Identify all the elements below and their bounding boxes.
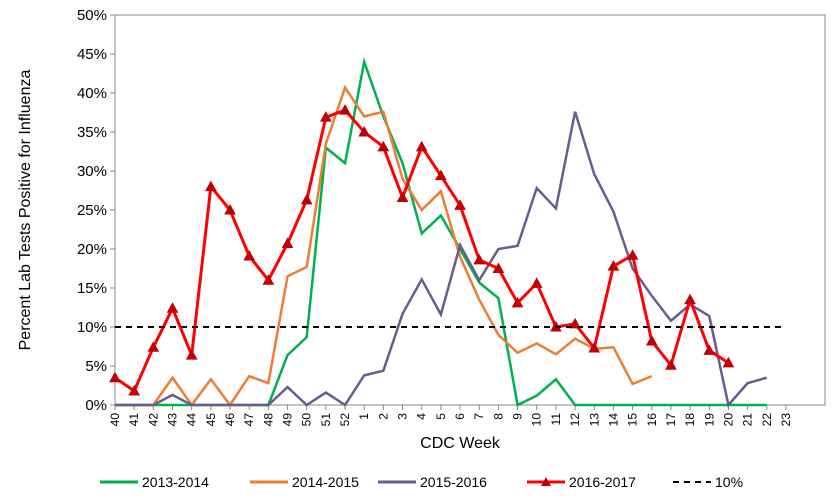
plot-frame (114, 14, 826, 406)
point-marker (300, 193, 313, 205)
y-tick-label: 35% (77, 124, 107, 141)
legend-item: 2014-2015 (250, 474, 359, 490)
x-tick-label: 42 (146, 413, 160, 427)
x-tick-label: 51 (319, 413, 333, 427)
x-tick-label: 12 (568, 413, 582, 427)
point-marker (205, 180, 217, 192)
point-marker (511, 296, 524, 308)
point-marker (320, 111, 332, 122)
point-marker (377, 140, 390, 152)
point-marker (243, 249, 256, 261)
y-tick-label: 10% (77, 319, 107, 336)
legend-label: 2014-2015 (292, 474, 359, 490)
x-tick-label: 21 (741, 413, 755, 427)
point-marker (454, 199, 466, 210)
point-marker (607, 260, 620, 271)
legend-label: 10% (715, 474, 743, 490)
x-tick-label: 41 (127, 413, 141, 427)
x-tick-label: 5 (434, 413, 448, 420)
x-tick-label: 16 (645, 413, 659, 427)
legend-item: 10% (673, 474, 743, 490)
x-tick-label: 20 (721, 413, 735, 427)
point-marker (262, 274, 275, 285)
x-tick-label: 47 (242, 413, 256, 427)
legend-item: 2016-2017 (527, 474, 636, 490)
y-axis-title: Percent Lab Tests Positive for Influenza (17, 70, 34, 351)
point-marker (703, 344, 716, 355)
x-tick-label: 45 (204, 413, 218, 427)
y-tick-label: 0% (85, 397, 107, 414)
x-tick-label: 1 (357, 413, 371, 420)
point-marker (435, 169, 447, 181)
point-marker (147, 341, 160, 352)
x-tick-label: 15 (626, 413, 640, 427)
point-marker (128, 384, 141, 396)
point-marker (722, 356, 735, 368)
point-marker (473, 253, 486, 265)
y-tick-label: 5% (85, 358, 107, 375)
legend-label: 2013-2014 (142, 474, 209, 490)
legend-item: 2013-2014 (100, 474, 209, 490)
point-marker (665, 359, 677, 370)
legend-marker (541, 477, 551, 486)
y-tick-label: 45% (77, 46, 107, 63)
legend-item: 2015-2016 (378, 474, 487, 490)
x-tick-label: 40 (108, 413, 122, 427)
point-marker (684, 293, 696, 305)
x-tick-label: 19 (702, 413, 716, 427)
x-tick-label: 48 (261, 413, 275, 427)
point-marker (415, 140, 428, 152)
y-tick-label: 30% (77, 163, 107, 180)
x-tick-label: 44 (185, 413, 199, 427)
point-marker (588, 342, 601, 353)
x-tick-label: 11 (549, 413, 563, 426)
point-marker (185, 349, 198, 360)
x-axis-title: CDC Week (420, 435, 501, 452)
x-tick-label: 17 (664, 413, 678, 427)
x-tick-label: 43 (166, 413, 180, 427)
point-marker (396, 191, 409, 203)
x-tick-label: 10 (530, 413, 544, 427)
point-marker (626, 249, 639, 260)
x-tick-label: 3 (396, 413, 410, 420)
series-line (115, 56, 767, 407)
y-tick-label: 25% (77, 202, 107, 219)
point-marker (224, 203, 236, 215)
point-marker (492, 262, 505, 273)
x-tick-label: 23 (779, 413, 793, 427)
x-tick-label: 13 (587, 413, 601, 427)
x-tick-label: 22 (760, 413, 774, 427)
y-tick-label: 20% (77, 241, 107, 258)
x-tick-label: 8 (491, 413, 505, 420)
y-tick-label: 50% (77, 7, 107, 24)
x-tick-label: 49 (281, 413, 295, 427)
y-tick-label: 40% (77, 85, 107, 102)
x-tick-label: 4 (415, 413, 429, 420)
point-marker (358, 125, 371, 137)
x-tick-label: 52 (338, 413, 352, 427)
point-marker (109, 371, 121, 383)
x-tick-label: 2 (376, 413, 390, 420)
point-marker (339, 104, 351, 115)
x-tick-label: 6 (453, 413, 467, 420)
x-tick-label: 18 (683, 413, 697, 427)
point-marker (166, 302, 179, 313)
series-line (114, 108, 730, 394)
series-line (115, 111, 768, 408)
x-tick-label: 50 (300, 413, 314, 427)
legend-label: 2016-2017 (569, 474, 636, 490)
y-tick-label: 15% (77, 280, 107, 297)
x-tick-label: 7 (472, 413, 486, 420)
x-tick-label: 14 (606, 413, 620, 427)
point-marker (281, 237, 294, 249)
point-marker (530, 277, 543, 288)
series-line (115, 84, 653, 408)
legend-label: 2015-2016 (420, 474, 487, 490)
point-marker (645, 335, 658, 346)
x-tick-label: 9 (511, 413, 525, 420)
x-tick-label: 46 (223, 413, 237, 427)
point-marker (569, 317, 581, 329)
